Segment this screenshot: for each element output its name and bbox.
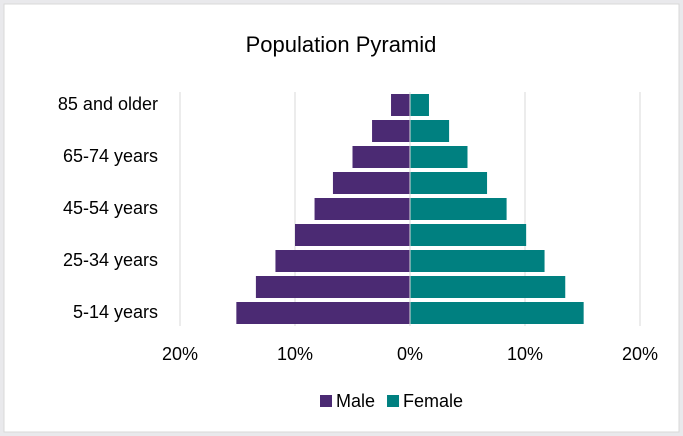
x-tick-label: 20% — [162, 344, 198, 364]
bar — [410, 250, 545, 272]
bar — [410, 172, 488, 194]
chart-title: Population Pyramid — [246, 32, 437, 57]
bar — [295, 224, 410, 246]
bar — [372, 120, 410, 142]
y-tick-label: 45-54 years — [63, 198, 158, 218]
bar — [410, 146, 468, 168]
x-tick-label: 10% — [507, 344, 543, 364]
x-tick-label: 10% — [277, 344, 313, 364]
bar — [255, 276, 410, 298]
y-tick-label: 5-14 years — [73, 302, 158, 322]
bar — [275, 250, 410, 272]
bar — [314, 198, 410, 220]
bar — [410, 94, 429, 116]
y-tick-label: 25-34 years — [63, 250, 158, 270]
legend-label: Male — [336, 391, 375, 411]
bar — [332, 172, 410, 194]
x-tick-label: 20% — [622, 344, 658, 364]
legend-label: Female — [403, 391, 463, 411]
bar — [352, 146, 410, 168]
bar — [410, 302, 584, 324]
bar — [391, 94, 410, 116]
bar — [236, 302, 410, 324]
bar — [410, 224, 527, 246]
bar — [410, 276, 566, 298]
legend-swatch — [320, 395, 332, 407]
bar — [410, 120, 450, 142]
bar — [410, 198, 507, 220]
legend-swatch — [387, 395, 400, 407]
y-tick-label: 85 and older — [58, 94, 158, 114]
x-tick-label: 0% — [397, 344, 423, 364]
y-tick-label: 65-74 years — [63, 146, 158, 166]
